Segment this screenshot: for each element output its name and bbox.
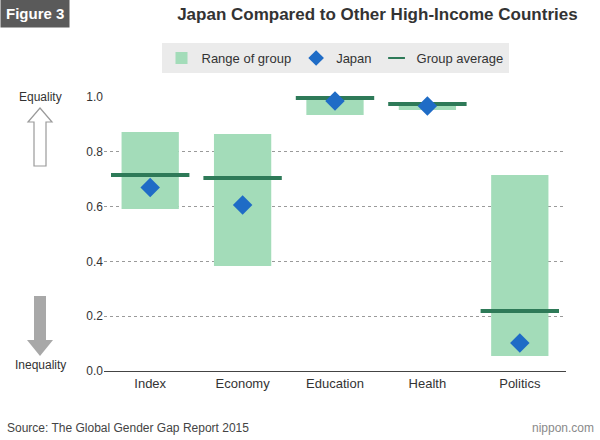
svg-text:Figure 3: Figure 3: [6, 5, 64, 22]
svg-text:0.0: 0.0: [86, 364, 103, 378]
svg-text:Japan: Japan: [336, 51, 371, 66]
svg-text:Education: Education: [306, 376, 364, 391]
svg-text:0.8: 0.8: [86, 145, 103, 159]
svg-text:Index: Index: [134, 376, 166, 391]
svg-text:Range of group: Range of group: [202, 51, 292, 66]
svg-text:Health: Health: [409, 376, 447, 391]
svg-text:Source: The Global Gender Gap: Source: The Global Gender Gap Report 201…: [7, 421, 249, 435]
svg-text:Economy: Economy: [215, 376, 270, 391]
svg-text:0.2: 0.2: [86, 309, 103, 323]
svg-text:1.0: 1.0: [86, 90, 103, 104]
svg-text:0.6: 0.6: [86, 200, 103, 214]
svg-text:Inequality: Inequality: [15, 358, 66, 372]
svg-text:Group average: Group average: [417, 51, 504, 66]
svg-text:Japan Compared to Other High-I: Japan Compared to Other High-Income Coun…: [177, 5, 578, 24]
svg-text:0.4: 0.4: [86, 255, 103, 269]
svg-text:nippon.com: nippon.com: [532, 421, 594, 435]
svg-text:Politics: Politics: [499, 376, 541, 391]
svg-text:Equality: Equality: [19, 90, 62, 104]
